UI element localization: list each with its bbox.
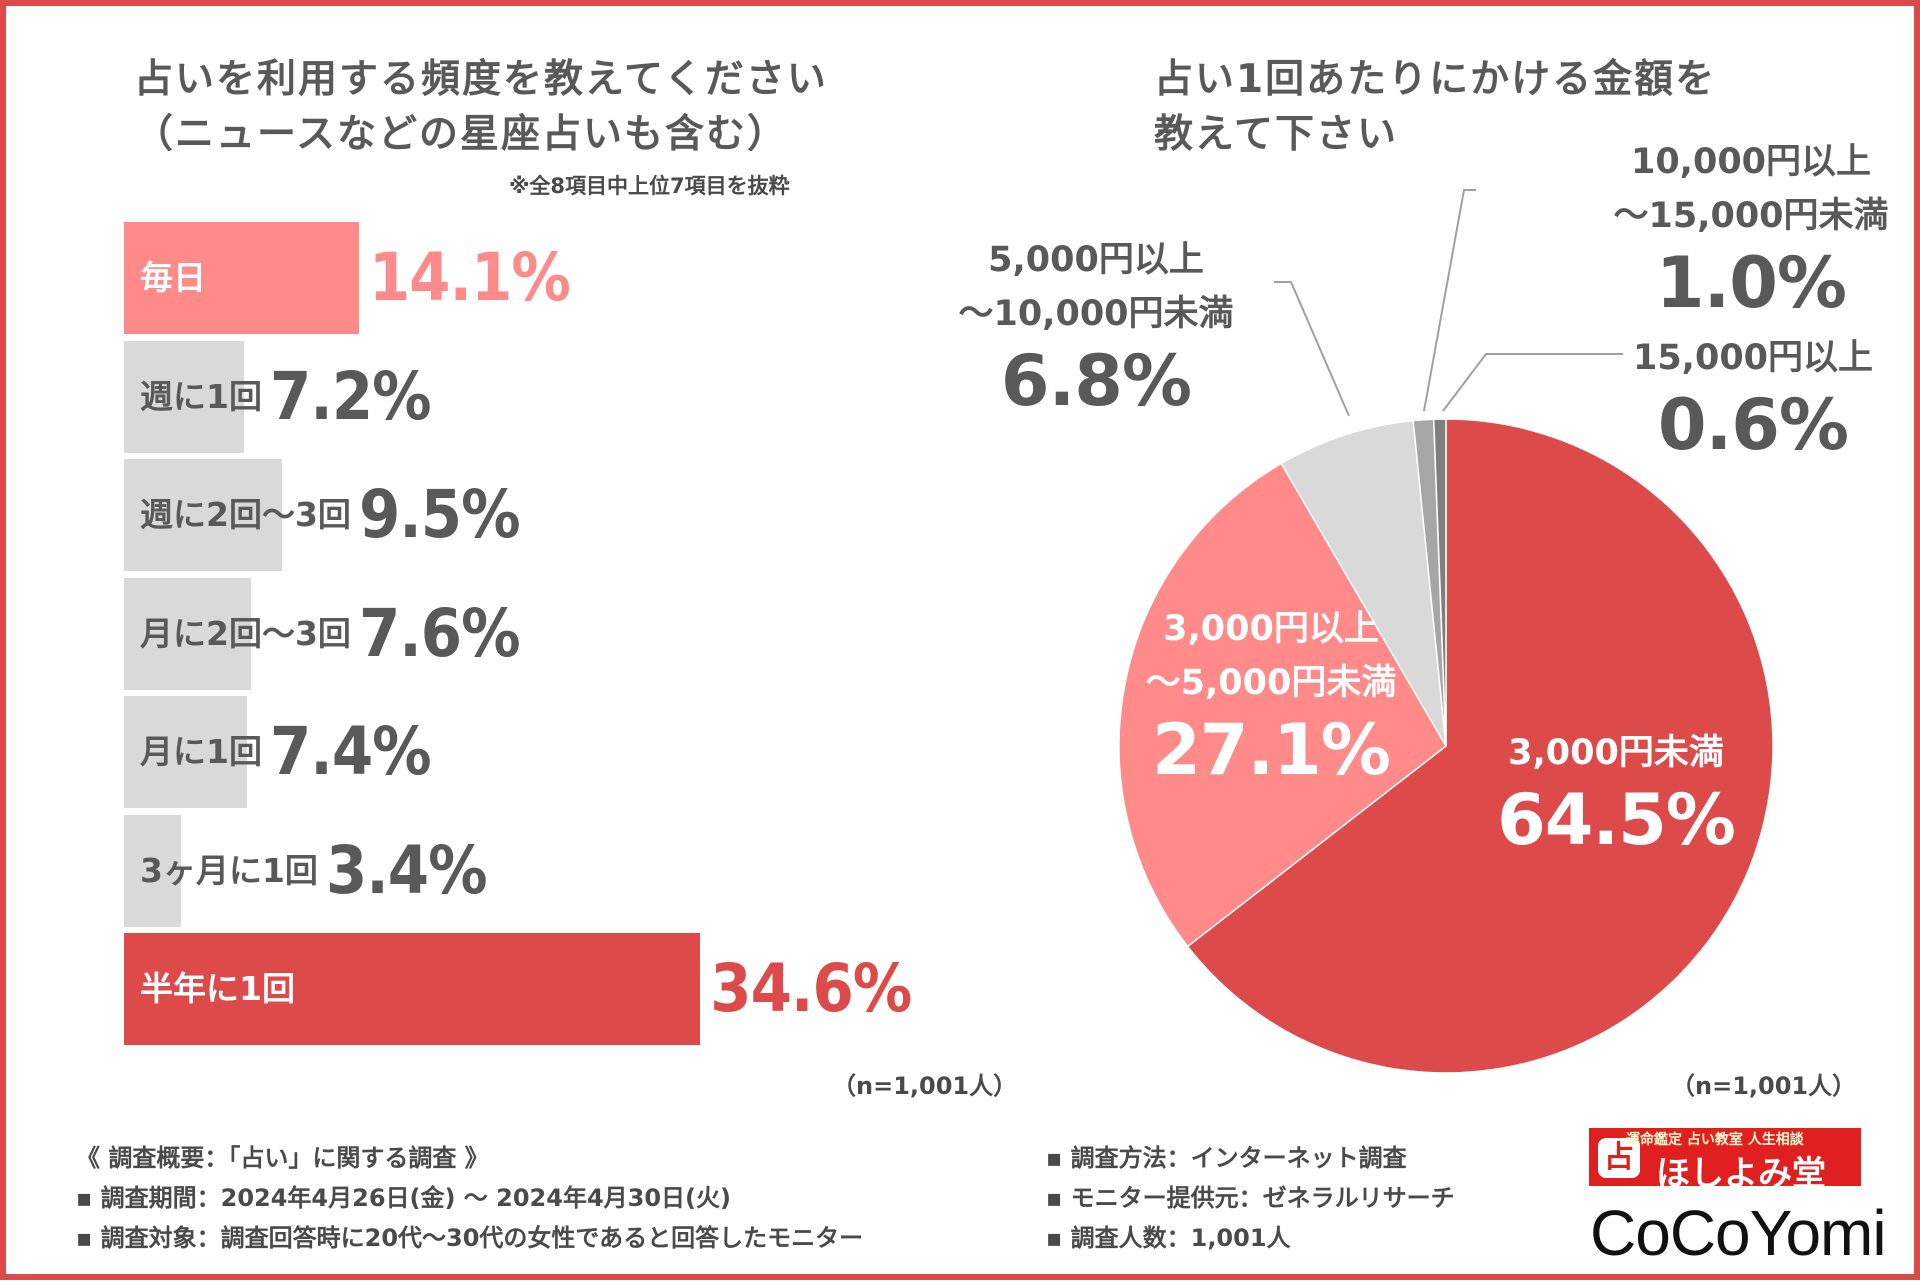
pie-category-label-2: 〜15,000円未満: [1613, 196, 1889, 236]
pie-value-label: 1.0%: [1655, 242, 1847, 324]
pie-category-label: 10,000円以上: [1630, 142, 1872, 182]
pie-slice-4: [1432, 418, 1447, 747]
bar-value-label: 9.5%: [358, 476, 521, 553]
survey-period: ▪ 調査期間：2024年4月26日(金) 〜 2024年4月30日(火): [76, 1184, 731, 1212]
pie-slice-1: [1118, 462, 1447, 948]
pie-value-label: 6.8%: [1000, 340, 1192, 422]
bar-category-label: 月に2回〜3回: [140, 613, 351, 653]
bar-3: [124, 577, 251, 690]
pie-value-label: 64.5%: [1497, 779, 1736, 861]
bar-category-label: 毎日: [140, 258, 206, 297]
bar-6: [124, 933, 701, 1045]
amount-pie-chart: [1118, 418, 1774, 1074]
right-chart-title-line2: 教えて下さい: [1154, 112, 1399, 157]
bar-category-label: 月に1回: [140, 732, 262, 771]
pie-category-label-2: 〜10,000円未満: [958, 294, 1234, 334]
right-chart-title-line1: 占い1回あたりにかける金額を: [1154, 57, 1717, 102]
pie-label-3: 10,000円以上 〜15,000円未満 1.0%: [1606, 135, 1896, 323]
leader-line-10000-15000: [1423, 189, 1476, 412]
brand-tagline: 運命鑑定 占い教室 人生相談: [1626, 1132, 1804, 1148]
bar-value-label: 34.6%: [710, 950, 912, 1027]
bar-value-label: 7.2%: [269, 357, 432, 435]
bar-5: [124, 814, 181, 927]
survey-target: ▪ 調査対象：調査回答時に20代〜30代の女性であると回答したモニター: [76, 1224, 864, 1252]
survey-overview: 《 調査概要：「占い」に関する調査 》: [76, 1144, 489, 1172]
bar-value-label: 3.4%: [325, 831, 488, 909]
bar-1: [124, 340, 244, 453]
pie-category-label-2: 〜5,000円未満: [1145, 663, 1397, 703]
survey-count: ▪ 調査人数：1,001人: [1046, 1224, 1291, 1252]
leader-line-15000-plus: [1442, 353, 1623, 412]
bar-category-label: 週に1回: [140, 376, 262, 416]
bar-category-label: 週に2回〜3回: [140, 495, 351, 534]
subset-note: ※全8項目中上位7項目を抜粋: [509, 174, 790, 198]
left-chart-title-line1: 占いを利用する頻度を教えてください: [134, 57, 828, 102]
monitor-provider: ▪ モニター提供元：ゼネラルリサーチ: [1046, 1184, 1455, 1212]
pie-value-label: 0.6%: [1657, 384, 1849, 466]
pie-category-label: 5,000円以上: [988, 240, 1204, 280]
pie-slice-0: [1186, 418, 1774, 1074]
pie-label-4: 15,000円以上 0.6%: [1628, 331, 1878, 465]
left-chart-title-line2: （ニュースなどの星座占いも含む）: [134, 112, 789, 157]
bar-category-label: 半年に1回: [140, 969, 295, 1008]
bar-value-label: 7.4%: [269, 713, 432, 790]
pie-label-2: 5,000円以上 〜10,000円未満 6.8%: [946, 233, 1246, 421]
fortune-mark-icon: 占: [1598, 1138, 1640, 1178]
pie-category-label: 3,000円未満: [1508, 733, 1724, 773]
bar-value-label: 7.6%: [358, 594, 521, 672]
bar-2: [124, 459, 283, 571]
pie-label-0: 3,000円未満 64.5%: [1496, 726, 1736, 860]
leader-line-5000-10000: [1274, 281, 1350, 417]
cocoyomi-logo: CoCoYomi: [1590, 1197, 1887, 1269]
left-sample-size: （n=1,001人）: [832, 1072, 1018, 1100]
right-sample-size: （n=1,001人）: [1671, 1072, 1857, 1100]
survey-method: ▪ 調査方法：インターネット調査: [1046, 1144, 1407, 1172]
bar-0: [124, 222, 359, 334]
brand-name: ほしよみ堂: [1656, 1154, 1826, 1194]
pie-category-label: 15,000円以上: [1632, 338, 1874, 378]
bar-value-label: 14.1%: [368, 239, 571, 316]
pie-label-1: 3,000円以上 〜5,000円未満 27.1%: [1136, 602, 1406, 790]
pie-slice-2: [1280, 419, 1447, 747]
pie-value-label: 27.1%: [1152, 709, 1391, 791]
bar-4: [124, 696, 248, 808]
bar-category-label: 3ヶ月に1回: [140, 850, 318, 890]
pie-category-label: 3,000円以上: [1163, 609, 1379, 649]
